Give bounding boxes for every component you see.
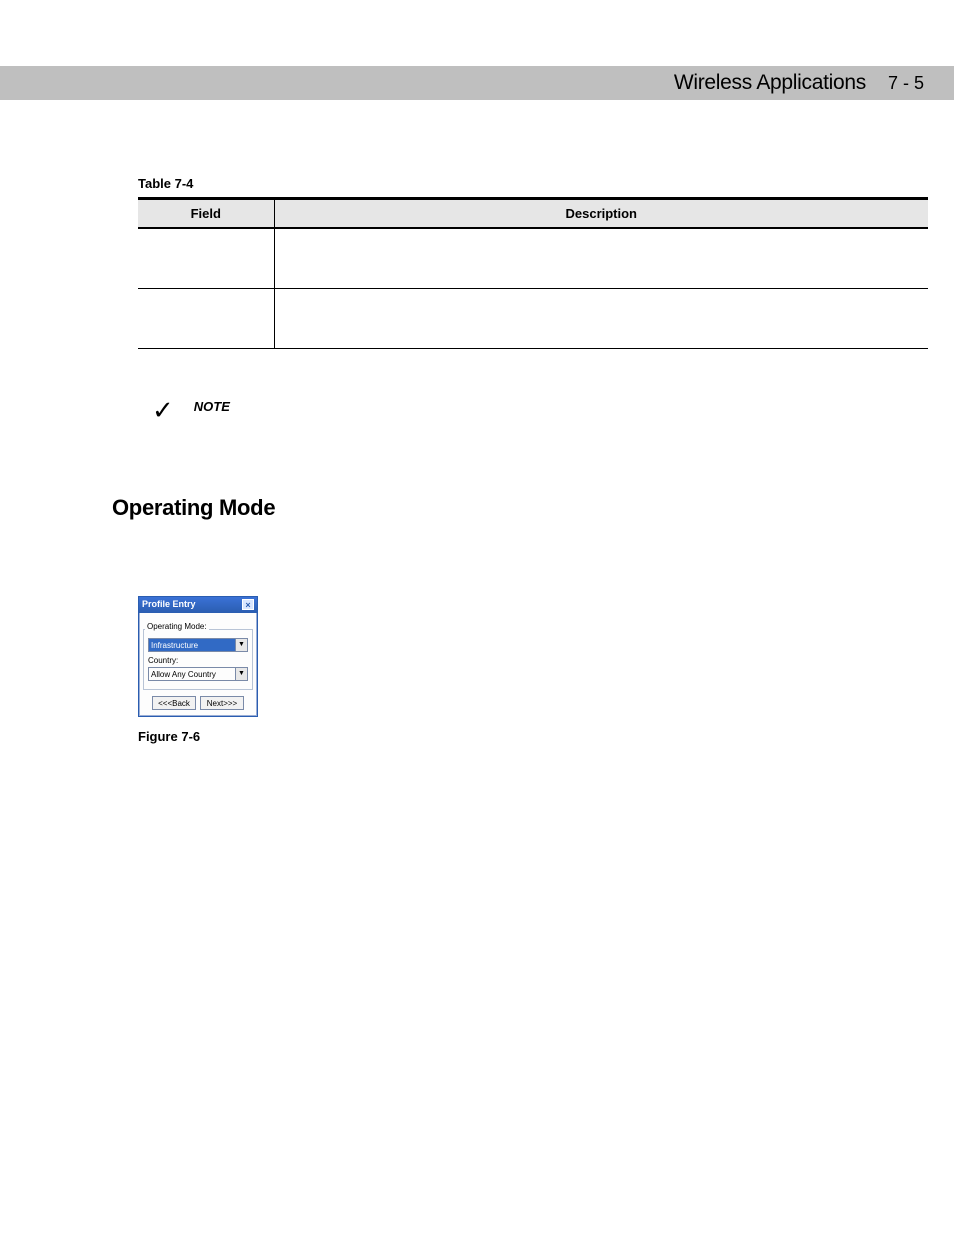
dialog-button-row: <<<Back Next>>> [143, 696, 253, 710]
cell-field [138, 288, 274, 348]
next-button[interactable]: Next>>> [200, 696, 244, 710]
cell-description [274, 288, 928, 348]
col-header-description: Description [274, 199, 928, 229]
note-block: ✓ NOTE [138, 397, 928, 423]
operating-mode-combo[interactable]: Infrastructure ▼ [148, 638, 248, 652]
country-combo[interactable]: Allow Any Country ▼ [148, 667, 248, 681]
page-header: Wireless Applications 7 - 5 [0, 66, 954, 100]
profile-entry-dialog: Profile Entry × Operating Mode: Infrastr… [138, 596, 258, 717]
operating-mode-fieldset: Infrastructure ▼ Country: Allow Any Coun… [143, 629, 253, 690]
operating-mode-value[interactable]: Infrastructure [148, 638, 236, 652]
dialog-title: Profile Entry [142, 599, 196, 609]
col-header-field: Field [138, 199, 274, 229]
table-row [138, 228, 928, 288]
spec-table: Field Description [138, 197, 928, 349]
table-row [138, 288, 928, 348]
country-label: Country: [148, 656, 248, 665]
operating-mode-group-label: Operating Mode: [145, 622, 209, 631]
checkmark-icon: ✓ [152, 397, 174, 423]
table-caption: Table 7-4 [138, 176, 928, 191]
chevron-down-icon[interactable]: ▼ [236, 667, 248, 681]
figure-caption: Figure 7-6 [138, 729, 928, 744]
country-value[interactable]: Allow Any Country [148, 667, 236, 681]
note-label: NOTE [194, 399, 230, 414]
close-icon[interactable]: × [242, 599, 254, 610]
page-content: Table 7-4 Field Description ✓ NOTE Opera… [138, 176, 928, 744]
cell-description [274, 228, 928, 288]
table-header-row: Field Description [138, 199, 928, 229]
back-button[interactable]: <<<Back [152, 696, 196, 710]
dialog-screenshot: Profile Entry × Operating Mode: Infrastr… [138, 596, 928, 717]
chevron-down-icon[interactable]: ▼ [236, 638, 248, 652]
dialog-titlebar: Profile Entry × [139, 597, 257, 613]
section-heading: Operating Mode [112, 495, 928, 521]
cell-field [138, 228, 274, 288]
header-title: Wireless Applications [674, 71, 866, 95]
dialog-body: Operating Mode: Infrastructure ▼ Country… [139, 613, 257, 716]
header-page-number: 7 - 5 [888, 73, 924, 94]
